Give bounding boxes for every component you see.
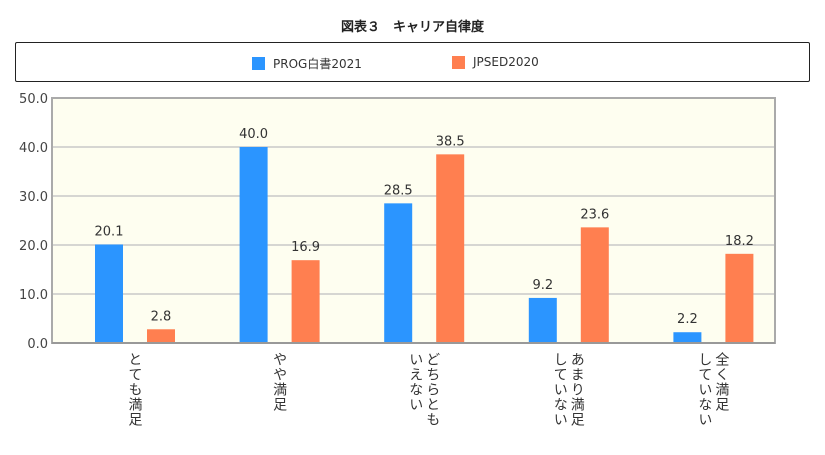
plot-area — [52, 98, 775, 343]
bar-prog — [384, 203, 413, 343]
bar-jpsed — [436, 154, 465, 343]
data-label: 2.2 — [677, 312, 698, 327]
legend-label: JPSED2020 — [473, 55, 539, 69]
data-label: 18.2 — [725, 234, 754, 249]
x-tick-label: やや満足 — [271, 352, 288, 412]
x-tick-label: とても満足 — [126, 352, 143, 427]
x-tick-label: あまり満足 していない — [551, 352, 585, 427]
legend-swatch-orange — [452, 55, 465, 69]
bar-jpsed — [147, 329, 175, 343]
y-tick-label: 40.0 — [19, 141, 48, 156]
bar-jpsed — [291, 260, 320, 343]
data-label: 28.5 — [384, 183, 413, 198]
chart-title: 図表３ キャリア自律度 — [340, 20, 484, 35]
bar-prog — [528, 297, 557, 343]
legend-label: PROG白書2021 — [273, 57, 362, 71]
x-tick-label: 全く満足 していない — [696, 352, 730, 427]
data-label: 20.1 — [95, 225, 124, 240]
data-label: 40.0 — [239, 127, 268, 142]
bar-prog — [673, 332, 702, 343]
bar-jpsed — [725, 253, 754, 343]
bar-jpsed — [580, 227, 609, 343]
data-label: 23.6 — [580, 207, 609, 222]
x-tick-label: どちらとも いえない — [407, 352, 441, 427]
y-tick-label: 50.0 — [19, 92, 48, 107]
data-label: 9.2 — [532, 278, 553, 293]
data-label: 38.5 — [436, 134, 465, 149]
y-tick-label: 10.0 — [19, 288, 48, 303]
y-tick-label: 30.0 — [19, 190, 48, 205]
legend-swatch-blue — [252, 57, 265, 70]
data-label: 16.9 — [291, 240, 320, 255]
data-label: 2.8 — [151, 309, 172, 324]
legend-item-jpsed: JPSED2020 — [452, 55, 539, 69]
y-tick-label: 0.0 — [27, 337, 48, 352]
legend: PROG白書2021 JPSED2020 — [15, 42, 810, 82]
y-tick-label: 20.0 — [19, 239, 48, 254]
bar-prog — [239, 147, 268, 343]
bar-prog — [95, 244, 123, 343]
legend-item-prog: PROG白書2021 — [252, 55, 362, 72]
